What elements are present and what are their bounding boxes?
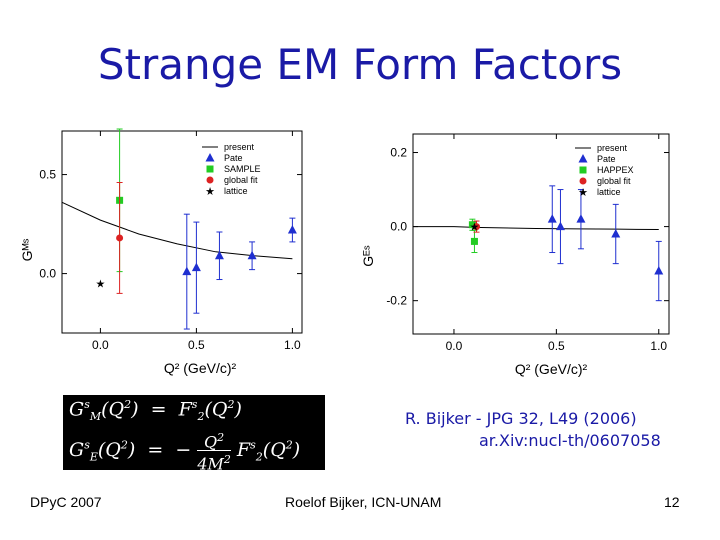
legend-label: lattice: [597, 187, 621, 197]
y-tick-label: 0.0: [390, 220, 407, 234]
y-tick-label: 0.0: [39, 267, 56, 281]
legend-marker: [205, 153, 215, 162]
data-point-pate: [555, 221, 565, 231]
data-point-pate: [247, 250, 257, 260]
data-point-global-fit: [472, 223, 480, 231]
ge-chart-svg: -0.2 0.0 0.2 0.0 0.5 1.0 Q² (GeV/c)² Gᴱˢ ★ presen…: [360, 133, 670, 377]
y-tick-label: 0.5: [39, 168, 56, 182]
data-point-pate: [576, 214, 586, 223]
formula-box: GsM(Q2) = Fs2(Q2) GsE(Q2) = − Q2 4M2 Fs2…: [63, 395, 325, 474]
legend-label: lattice: [224, 186, 248, 196]
gm-chart: 0.0 0.5 0.0 0.5 1.0 Q² (GeV/c)² Gᴹˢ ★ present Pat…: [20, 125, 320, 387]
footer-page-number: 12: [664, 494, 680, 510]
present-curve: [61, 201, 293, 260]
legend-label: HAPPEX: [597, 165, 634, 175]
legend-marker: ★: [578, 186, 588, 199]
x-axis-title: Q² (GeV/c)²: [164, 360, 237, 376]
data-point-pate: [214, 250, 224, 260]
legend-marker: [579, 166, 587, 174]
data-point-happex: [470, 237, 478, 245]
data-point-global-fit: [116, 234, 124, 242]
x-tick-label: 0.0: [92, 338, 109, 352]
data-point-pate: [191, 262, 201, 272]
x-tick-label: 0.5: [188, 338, 205, 352]
legend-label: SAMPLE: [224, 164, 261, 174]
data-point-pate: [287, 225, 297, 234]
x-tick-label: 1.0: [650, 339, 667, 353]
legend-marker: [579, 177, 587, 185]
ge-chart: -0.2 0.0 0.2 0.0 0.5 1.0 Q² (GeV/c)² Gᴱˢ ★ presen…: [355, 128, 685, 388]
data-point-pate: [182, 266, 192, 276]
data-point-pate: [547, 214, 557, 223]
formula-gm: GsM(Q2) = Fs2(Q2): [69, 398, 242, 424]
data-point-pate: [654, 266, 664, 275]
x-tick-label: 1.0: [284, 338, 301, 352]
footer-conference: DPyC 2007: [30, 494, 102, 510]
plot-frame: [412, 133, 670, 335]
legend-label: global fit: [597, 176, 631, 186]
x-tick-label: 0.0: [446, 339, 463, 353]
y-axis-title: Gᴱˢ: [360, 245, 376, 267]
y-tick-label: 0.2: [390, 146, 407, 160]
data-point-pate: [611, 229, 621, 238]
legend-label: present: [224, 142, 255, 152]
reference: R. Bijker - JPG 32, L49 (2006) ar.Xiv:nu…: [405, 408, 661, 452]
footer-author: Roelof Bijker, ICN-UNAM: [285, 494, 442, 510]
reference-line1: R. Bijker - JPG 32, L49 (2006): [405, 409, 637, 428]
data-point-lattice: ★: [95, 277, 105, 290]
reference-line2: ar.Xiv:nucl-th/0607058: [479, 431, 661, 450]
y-axis-title: Gᴹˢ: [20, 238, 35, 261]
legend-label: global fit: [224, 175, 258, 185]
x-axis-title: Q² (GeV/c)²: [515, 361, 588, 377]
legend-label: Pate: [597, 154, 616, 164]
data-point-happex: [468, 221, 476, 229]
slide-title: Strange EM Form Factors: [97, 40, 623, 89]
legend-label: present: [597, 143, 628, 153]
y-tick-label: -0.2: [386, 294, 407, 308]
gm-chart-svg: 0.0 0.5 0.0 0.5 1.0 Q² (GeV/c)² Gᴹˢ ★ presentPat…: [20, 128, 303, 376]
x-tick-label: 0.5: [548, 339, 565, 353]
data-point-lattice: ★: [470, 221, 480, 234]
present-curve: [413, 226, 659, 231]
legend-label: Pate: [224, 153, 243, 163]
legend-marker: [578, 154, 588, 163]
legend-marker: [206, 165, 214, 173]
plot-frame: [61, 130, 303, 334]
formula-ge: GsE(Q2) = − Q2 4M2 Fs2(Q2): [69, 431, 301, 474]
legend-marker: ★: [205, 185, 215, 198]
legend-marker: [206, 176, 214, 184]
